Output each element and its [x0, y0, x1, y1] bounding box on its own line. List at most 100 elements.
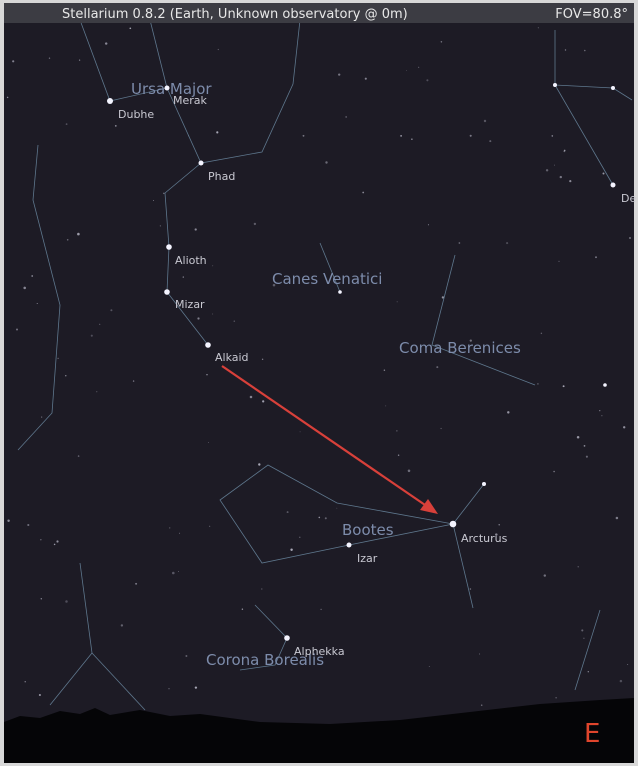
faint-star — [163, 193, 164, 194]
faint-star — [31, 275, 33, 277]
star-label: Alkaid — [215, 351, 249, 364]
faint-star — [91, 335, 93, 337]
faint-star — [506, 242, 508, 244]
star-label: Mizar — [175, 298, 205, 311]
faint-star — [261, 588, 262, 589]
faint-star — [470, 588, 472, 590]
constellation-name: Bootes — [342, 521, 394, 539]
faint-star — [25, 681, 26, 682]
faint-star — [489, 140, 491, 142]
faint-star — [558, 261, 559, 262]
faint-star — [242, 608, 243, 609]
faint-star — [7, 97, 9, 99]
faint-star — [560, 176, 562, 178]
faint-star — [583, 638, 584, 639]
faint-star — [216, 131, 218, 133]
faint-star — [110, 309, 112, 311]
faint-star — [554, 165, 555, 166]
faint-star — [507, 411, 509, 413]
faint-star — [627, 664, 628, 665]
faint-star — [428, 224, 429, 225]
faint-star — [418, 67, 419, 68]
faint-star — [96, 391, 97, 392]
faint-star — [133, 380, 134, 381]
faint-star — [620, 680, 622, 682]
faint-star — [195, 228, 197, 230]
faint-star — [325, 161, 327, 163]
faint-star — [300, 431, 301, 432]
faint-star — [16, 329, 18, 331]
faint-star — [303, 135, 305, 137]
faint-star — [629, 237, 631, 239]
faint-star — [338, 73, 340, 75]
faint-star — [54, 544, 56, 546]
star — [450, 521, 457, 528]
faint-star — [578, 566, 579, 567]
faint-star — [212, 265, 213, 266]
star — [107, 98, 113, 104]
star-label: Merak — [173, 94, 208, 107]
faint-star — [318, 517, 320, 519]
star — [338, 290, 342, 294]
faint-star — [41, 417, 42, 418]
faint-star — [541, 333, 542, 334]
faint-star — [78, 455, 80, 457]
constellation-name: Coma Berenices — [399, 339, 521, 357]
faint-star — [169, 527, 170, 528]
faint-star — [262, 359, 263, 360]
fov-indicator: FOV=80.8° — [555, 7, 628, 22]
star-label: Phad — [208, 170, 235, 183]
faint-star — [398, 455, 399, 456]
faint-star — [406, 70, 407, 71]
star — [164, 289, 170, 295]
star — [603, 383, 607, 387]
faint-star — [197, 317, 199, 319]
faint-star — [584, 445, 586, 447]
star — [553, 83, 557, 87]
faint-star — [23, 287, 26, 290]
faint-star — [218, 49, 219, 50]
faint-star — [49, 58, 50, 59]
star — [284, 635, 290, 641]
stellarium-window: Ursa Major Canes Venatici Coma Berenices… — [0, 0, 638, 766]
faint-star — [440, 428, 441, 429]
faint-star — [105, 42, 107, 44]
star-label: Alioth — [175, 254, 207, 267]
faint-star — [234, 320, 236, 322]
faint-star — [564, 150, 566, 152]
star-label: Izar — [357, 552, 378, 565]
star — [347, 543, 352, 548]
faint-star — [616, 517, 619, 520]
faint-star — [183, 276, 184, 277]
faint-star — [195, 686, 197, 688]
faint-star — [7, 519, 9, 521]
star — [482, 482, 486, 486]
star-label: Arcturus — [461, 532, 508, 545]
faint-star — [544, 574, 546, 576]
faint-star — [603, 173, 605, 175]
faint-star — [12, 60, 14, 62]
faint-star — [66, 123, 68, 125]
faint-star — [179, 533, 180, 534]
star — [611, 183, 616, 188]
page: Stellarium {"header": {"title": "Stellar… — [0, 0, 638, 766]
star — [205, 342, 211, 348]
faint-star — [441, 41, 443, 43]
faint-star — [287, 511, 289, 513]
faint-star — [320, 609, 321, 610]
faint-star — [185, 655, 187, 657]
faint-star — [160, 225, 161, 226]
faint-star — [56, 540, 58, 542]
window-title: Stellarium 0.8.2 (Earth, Unknown observa… — [62, 7, 408, 22]
faint-star — [168, 688, 169, 689]
faint-star — [470, 135, 472, 137]
faint-star — [563, 385, 565, 387]
faint-star — [429, 666, 430, 667]
faint-star — [290, 548, 292, 550]
star-label: Dubhe — [118, 108, 154, 121]
faint-star — [411, 139, 412, 140]
faint-star — [436, 366, 438, 368]
faint-star — [325, 517, 327, 519]
faint-star — [384, 369, 385, 370]
constellation-name: Canes Venatici — [272, 270, 382, 288]
